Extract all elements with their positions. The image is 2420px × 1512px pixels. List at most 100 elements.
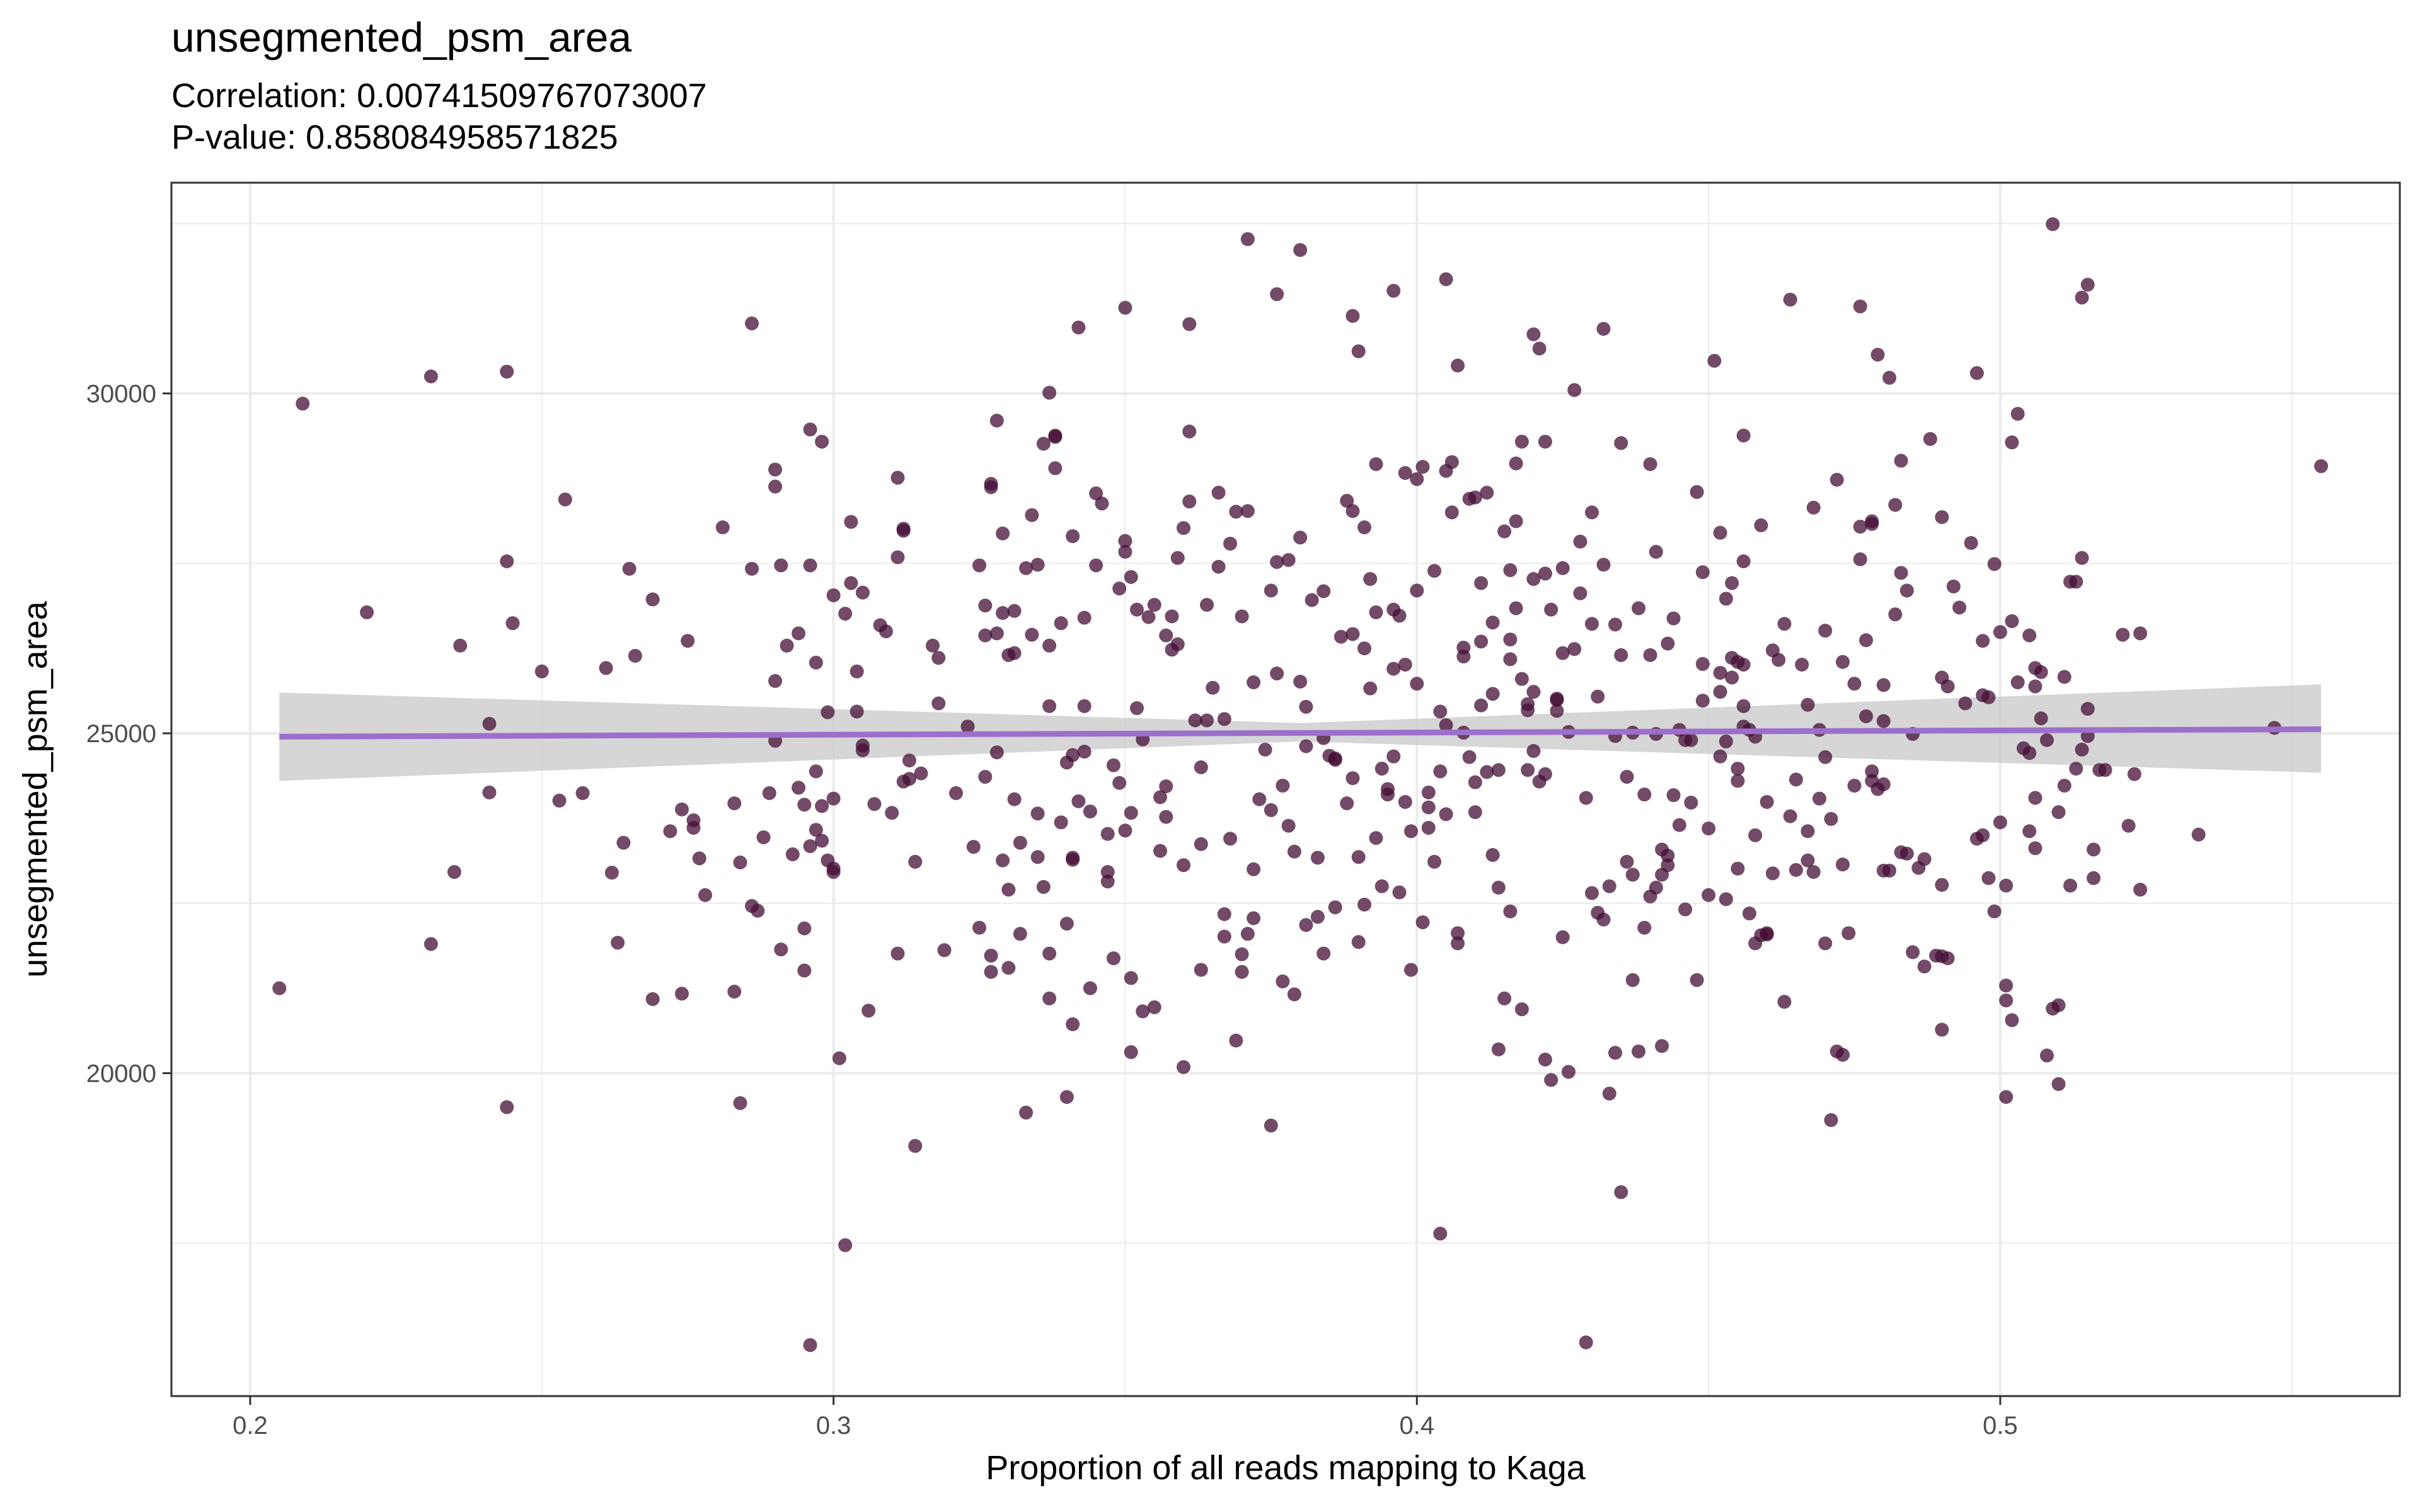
data-point: [1497, 991, 1512, 1005]
data-point: [2057, 670, 2071, 684]
data-point: [1100, 874, 1115, 889]
data-point: [1421, 800, 1436, 815]
data-point: [1206, 680, 1220, 695]
data-point: [1584, 886, 1599, 900]
data-point: [1293, 674, 1308, 689]
data-point: [1514, 1002, 1529, 1017]
data-point: [797, 963, 812, 978]
data-point: [1981, 871, 1996, 885]
data-point: [797, 798, 812, 812]
data-point: [1491, 1042, 1506, 1057]
data-point: [1567, 642, 1582, 656]
data-point: [1392, 885, 1407, 900]
data-point: [1013, 835, 1027, 850]
data-point: [949, 786, 964, 800]
data-point: [2028, 791, 2043, 805]
data-point: [296, 396, 310, 411]
data-point: [1859, 709, 1874, 724]
data-point: [1240, 232, 1255, 246]
data-point: [1427, 854, 1442, 869]
data-point: [1894, 566, 1908, 580]
data-point: [1369, 605, 1383, 619]
data-point: [908, 854, 923, 869]
data-point: [844, 576, 858, 590]
data-point: [1725, 670, 1739, 685]
data-point: [1247, 675, 1261, 690]
data-point: [1433, 1227, 1448, 1241]
data-point: [1386, 662, 1401, 676]
data-point: [1083, 981, 1097, 995]
data-point: [1731, 861, 1745, 876]
data-point: [1474, 698, 1489, 713]
data-point: [1112, 581, 1127, 596]
data-point: [360, 605, 374, 619]
data-point: [745, 316, 759, 331]
data-point: [1369, 831, 1383, 845]
data-point: [1736, 658, 1751, 672]
data-point: [1661, 849, 1675, 863]
data-point: [1351, 850, 1366, 864]
data-point: [2314, 459, 2329, 473]
data-point: [692, 851, 706, 866]
data-point: [1007, 646, 1022, 660]
data-point: [2075, 551, 2089, 565]
data-point: [1042, 699, 1057, 713]
data-point: [1509, 456, 1523, 471]
data-point: [424, 369, 438, 384]
data-point: [1270, 287, 1284, 301]
data-point: [1526, 572, 1541, 587]
data-point: [1106, 951, 1121, 966]
data-point: [2028, 661, 2043, 675]
data-point: [972, 920, 987, 935]
data-point: [1719, 592, 1733, 606]
data-point: [1596, 321, 1611, 336]
data-point: [1194, 963, 1208, 977]
data-point: [1410, 472, 1424, 486]
data-point: [1451, 936, 1465, 951]
data-point: [1806, 865, 1821, 879]
data-point: [2005, 1013, 2019, 1028]
data-point: [1468, 805, 1482, 820]
data-point: [1019, 561, 1034, 575]
data-point: [803, 839, 817, 854]
data-point: [1129, 602, 1144, 617]
data-point: [1573, 586, 1587, 600]
data-point: [1940, 679, 1955, 694]
data-point: [1596, 912, 1611, 927]
data-point: [1666, 611, 1681, 626]
data-point: [1235, 947, 1249, 961]
data-point: [1456, 641, 1471, 655]
data-point: [1001, 961, 1016, 975]
data-point: [1485, 616, 1500, 630]
data-point: [1917, 959, 1932, 974]
data-point: [1661, 636, 1675, 651]
data-point: [1404, 963, 1419, 977]
data-point: [1363, 681, 1378, 696]
data-point: [1876, 777, 1891, 791]
data-point: [1836, 857, 1850, 872]
data-point: [1177, 1060, 1191, 1074]
data-point: [1690, 973, 1704, 987]
data-point: [2022, 824, 2037, 839]
data-point: [1380, 782, 1395, 796]
data-point: [1444, 505, 1459, 520]
data-point: [1725, 576, 1739, 590]
data-point: [1532, 341, 1547, 356]
x-tick-label: 0.2: [233, 1412, 268, 1440]
data-point: [599, 661, 613, 675]
data-point: [809, 764, 823, 779]
data-point: [803, 1338, 817, 1353]
data-point: [1398, 794, 1412, 809]
data-point: [861, 1004, 876, 1018]
data-point: [1147, 1000, 1161, 1014]
data-point: [1602, 879, 1616, 893]
data-point: [768, 673, 783, 688]
data-point: [1649, 544, 1663, 559]
data-point: [1596, 558, 1611, 572]
data-point: [1917, 852, 1932, 866]
data-point: [1503, 633, 1518, 647]
data-point: [482, 785, 497, 799]
data-point: [663, 824, 677, 839]
data-point: [756, 830, 771, 845]
data-point: [1247, 862, 1261, 876]
